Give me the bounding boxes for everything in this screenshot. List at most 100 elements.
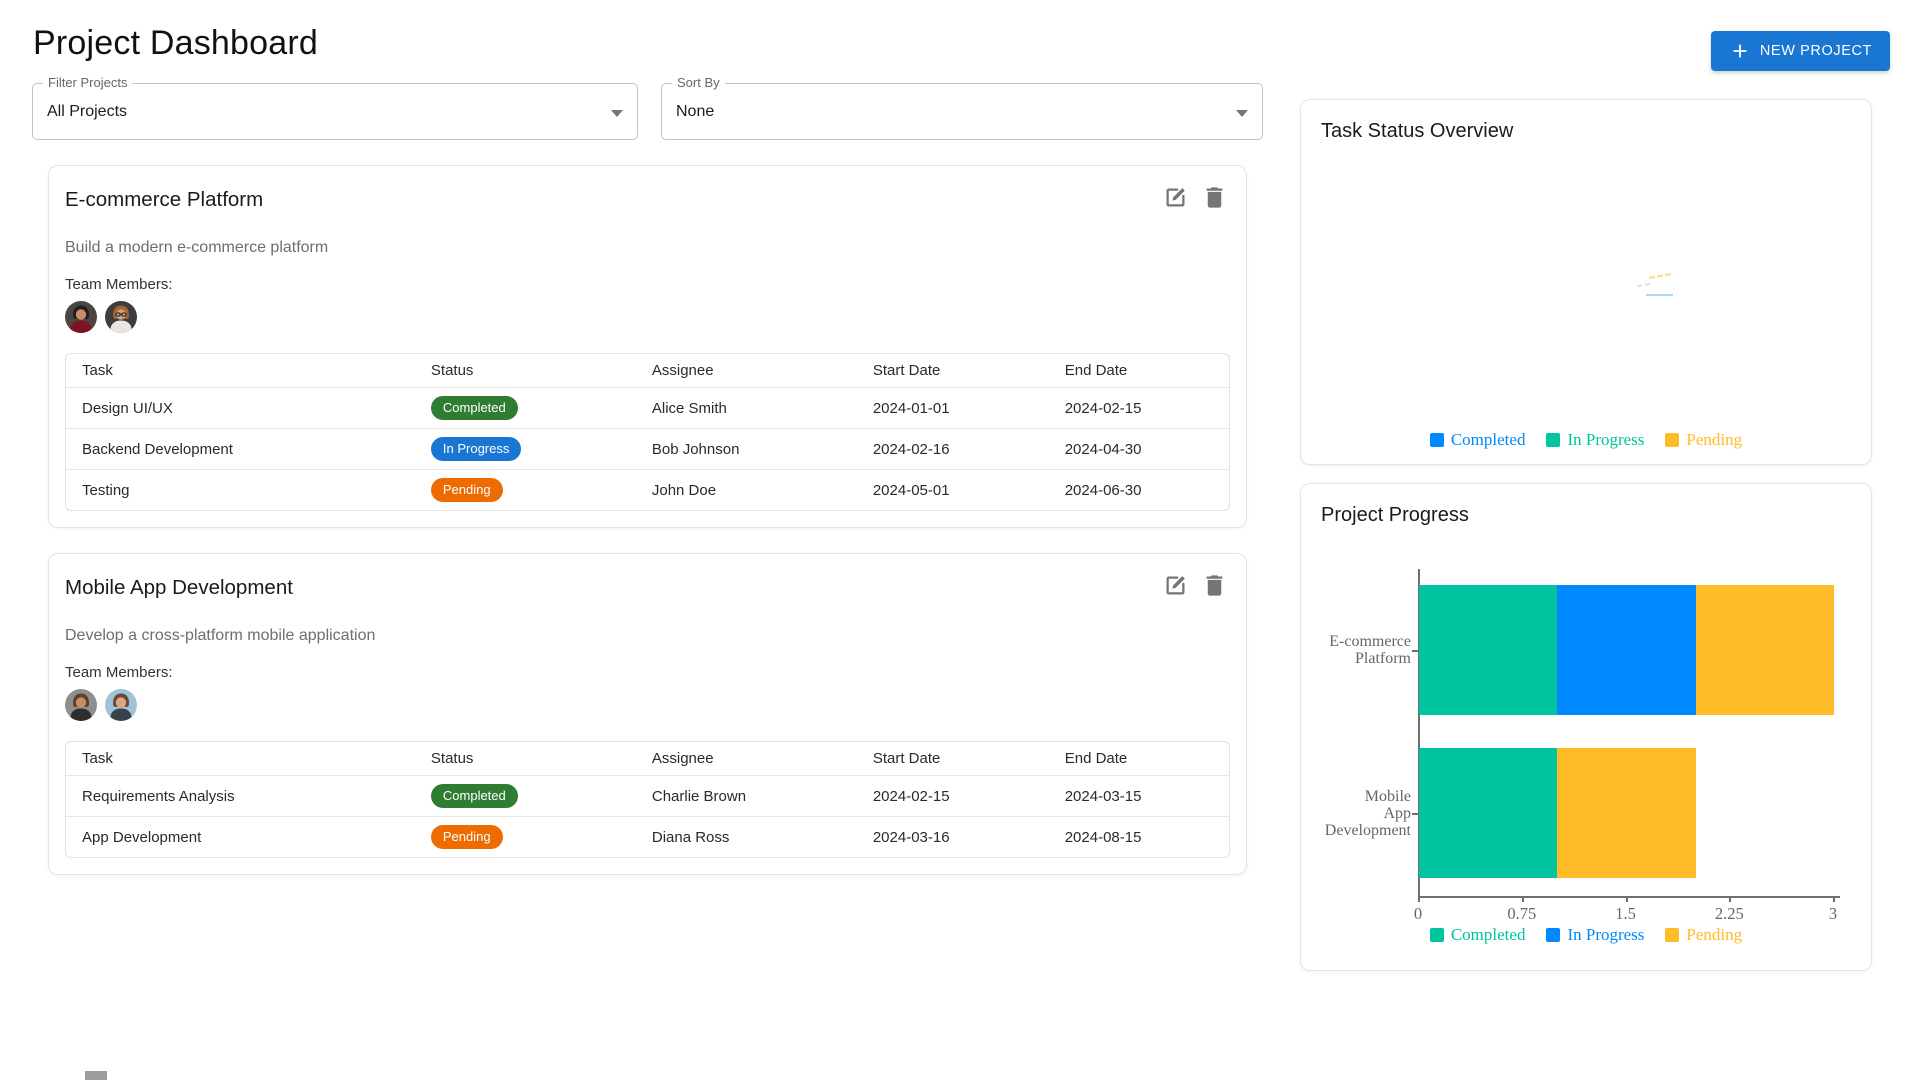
filter-projects-label: Filter Projects bbox=[43, 75, 133, 90]
legend-label: Pending bbox=[1686, 430, 1743, 449]
bar-segment bbox=[1695, 585, 1834, 715]
bar-segment bbox=[1557, 585, 1696, 715]
delete-icon bbox=[1201, 575, 1228, 602]
legend-label: In Progress bbox=[1567, 925, 1645, 944]
column-header: Task bbox=[66, 742, 415, 776]
assignee-cell: Charlie Brown bbox=[635, 775, 857, 817]
start-date-cell: 2024-02-16 bbox=[856, 428, 1049, 470]
column-header: Start Date bbox=[856, 742, 1049, 776]
edit-icon bbox=[1162, 188, 1189, 214]
collapsed-pie-artifact bbox=[1636, 282, 1651, 288]
edit-project-button[interactable] bbox=[1160, 182, 1191, 216]
sort-by-label: Sort By bbox=[672, 75, 725, 90]
horizontal-scrollbar-thumb[interactable] bbox=[85, 1071, 107, 1080]
page-title: Project Dashboard bbox=[33, 24, 318, 62]
project-title: E-commerce Platform bbox=[65, 188, 264, 211]
avatar bbox=[65, 301, 97, 333]
y-axis-line bbox=[1418, 569, 1420, 897]
x-tick-label: 3 bbox=[1828, 904, 1838, 923]
task-cell: Design UI/UX bbox=[66, 387, 415, 429]
project-title: Mobile App Development bbox=[65, 576, 293, 599]
pie-chart-title: Task Status Overview bbox=[1321, 120, 1514, 142]
avatar bbox=[105, 301, 137, 333]
x-tick bbox=[1418, 896, 1420, 902]
dropdown-arrow-icon bbox=[611, 109, 623, 117]
start-date-cell: 2024-03-16 bbox=[872, 828, 950, 846]
team-members-label: Team Members: bbox=[65, 276, 173, 293]
collapsed-pie-artifact bbox=[1648, 273, 1672, 279]
x-tick-label: 2.25 bbox=[1714, 904, 1744, 923]
end-date-cell: 2024-02-15 bbox=[1048, 387, 1229, 429]
new-project-button[interactable]: NEW PROJECT bbox=[1710, 31, 1890, 71]
table-header-row: Task Status Assignee Start Date End Date bbox=[66, 742, 1229, 776]
dashboard-page: Project Dashboard NEW PROJECT Filter Pro… bbox=[32, 24, 1920, 971]
x-tick bbox=[1729, 896, 1732, 902]
tasks-table: Task Status Assignee Start Date End Date Des… bbox=[66, 354, 1229, 510]
status-cell: Pending bbox=[415, 470, 636, 511]
column-header: Start Date bbox=[856, 354, 1049, 388]
assignee-cell: Alice Smith bbox=[635, 387, 857, 429]
table-header-row: Task Status Assignee Start Date End Date bbox=[66, 354, 1229, 388]
legend-swatch-icon bbox=[1665, 433, 1680, 447]
y-tick bbox=[1412, 650, 1418, 652]
end-date-cell: 2024-03-15 bbox=[1048, 775, 1229, 817]
filter-projects-select[interactable]: Filter Projects All Projects bbox=[32, 75, 638, 140]
x-tick-label: 0 bbox=[1413, 904, 1423, 923]
filter-projects-value: All Projects bbox=[47, 102, 128, 120]
column-header: Status bbox=[414, 354, 636, 388]
legend-swatch-icon bbox=[1429, 433, 1444, 447]
column-header: End Date bbox=[1048, 742, 1229, 776]
pie-legend: Completed In Progress Pending bbox=[1319, 430, 1853, 450]
legend-label: Completed bbox=[1450, 430, 1526, 449]
legend-item: In Progress bbox=[1546, 925, 1644, 945]
delete-project-button[interactable] bbox=[1199, 570, 1230, 604]
sort-by-value: None bbox=[676, 102, 715, 120]
table-row: Testing Pending John Doe 2024-05-01 2024… bbox=[66, 470, 1229, 511]
legend-label: Completed bbox=[1450, 925, 1526, 944]
dropdown-arrow-icon bbox=[1236, 109, 1248, 117]
status-badge: Completed bbox=[430, 396, 518, 420]
task-cell: Requirements Analysis bbox=[66, 775, 415, 817]
projects-column: Filter Projects All Projects Sort By Non… bbox=[32, 75, 1263, 971]
assignee-cell: Diana Ross bbox=[651, 828, 730, 846]
status-cell: Pending bbox=[415, 817, 636, 858]
y-category-label: E-commerce Platform bbox=[1329, 633, 1411, 667]
tasks-table: Task Status Assignee Start Date End Date Req… bbox=[66, 742, 1229, 857]
start-date-cell: 2024-02-15 bbox=[856, 775, 1049, 817]
new-project-label: NEW PROJECT bbox=[1759, 43, 1872, 59]
edit-project-button[interactable] bbox=[1160, 570, 1191, 604]
main-area: Filter Projects All Projects Sort By Non… bbox=[32, 75, 1920, 971]
status-badge: Pending bbox=[430, 478, 503, 502]
project-description: Develop a cross-platform mobile applicat… bbox=[65, 627, 376, 644]
bar-segment bbox=[1419, 748, 1558, 878]
tasks-table-container: Task Status Assignee Start Date End Date Des… bbox=[65, 353, 1230, 511]
status-cell: Completed bbox=[414, 387, 636, 429]
column-header: Task bbox=[66, 354, 415, 388]
task-cell: Backend Development bbox=[66, 428, 415, 470]
column-header: End Date bbox=[1048, 354, 1229, 388]
x-tick-label: 0.75 bbox=[1507, 904, 1537, 923]
bar-segment bbox=[1557, 748, 1696, 878]
team-avatars bbox=[65, 689, 1230, 721]
legend-item: Pending bbox=[1665, 430, 1742, 450]
end-date-cell: 2024-04-30 bbox=[1048, 428, 1229, 470]
status-badge: Completed bbox=[430, 784, 518, 808]
sort-by-select[interactable]: Sort By None bbox=[661, 75, 1263, 140]
legend-swatch-icon bbox=[1546, 433, 1561, 447]
task-cell: App Development bbox=[82, 828, 202, 846]
status-cell: In Progress bbox=[414, 428, 636, 470]
task-cell: Testing bbox=[82, 481, 130, 499]
assignee-cell: Bob Johnson bbox=[635, 428, 857, 470]
delete-icon bbox=[1201, 187, 1228, 214]
status-badge: In Progress bbox=[430, 437, 522, 461]
y-category-label: Mobile App Development bbox=[1324, 787, 1411, 839]
table-row: Design UI/UX Completed Alice Smith 2024-… bbox=[66, 387, 1229, 429]
legend-item: In Progress bbox=[1546, 430, 1644, 450]
delete-project-button[interactable] bbox=[1199, 182, 1230, 216]
end-date-cell: 2024-06-30 bbox=[1064, 481, 1142, 499]
y-tick bbox=[1412, 813, 1418, 815]
start-date-cell: 2024-05-01 bbox=[872, 481, 950, 499]
start-date-cell: 2024-01-01 bbox=[856, 387, 1049, 429]
bar-chart-title: Project Progress bbox=[1321, 504, 1469, 526]
column-header: Status bbox=[414, 742, 636, 776]
